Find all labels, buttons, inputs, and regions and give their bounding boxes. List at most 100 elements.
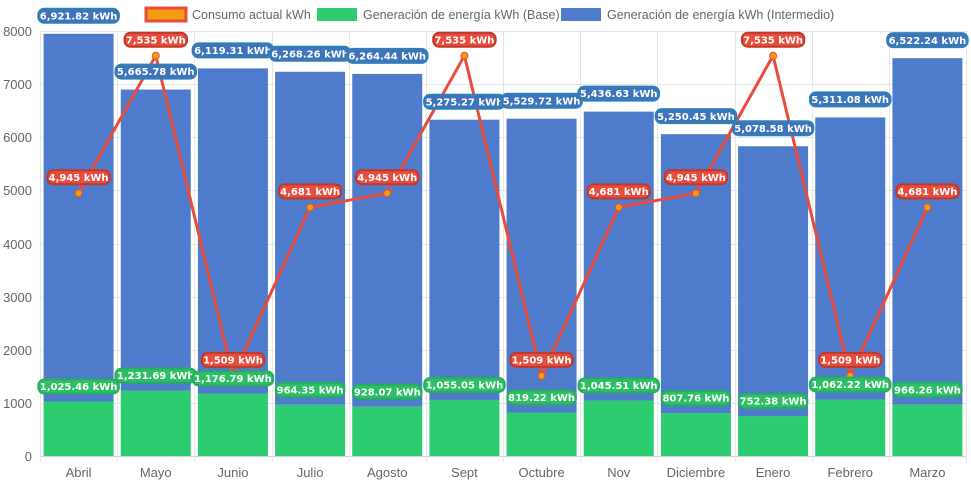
data-label-text: 5,665.78 kWh <box>117 67 195 78</box>
consumption-point[interactable] <box>74 189 83 198</box>
data-label: 1,045.51 kWh <box>577 377 661 394</box>
data-label-box <box>654 108 738 125</box>
legend-item[interactable]: Generación de energía kWh (Base) <box>317 8 560 22</box>
consumption-point[interactable] <box>923 203 932 212</box>
data-label: 1,509 kWh <box>200 351 266 368</box>
data-label-text: 966.26 kWh <box>894 385 961 396</box>
data-label-text: 1,025.46 kWh <box>40 382 118 393</box>
consumption-point[interactable] <box>151 51 160 60</box>
data-label-box <box>808 91 892 108</box>
data-label: 5,436.63 kWh <box>577 85 661 102</box>
data-label-box <box>352 383 423 400</box>
bar-base[interactable] <box>275 404 346 456</box>
bar-intermedio[interactable] <box>352 73 423 407</box>
legend-swatch <box>317 8 357 21</box>
data-label-box <box>345 47 429 64</box>
x-tick-label: Enero <box>756 465 791 480</box>
x-tick-label: Agosto <box>367 465 407 480</box>
bar-intermedio[interactable] <box>738 146 809 417</box>
data-label-box <box>355 169 420 186</box>
legend-item[interactable]: Consumo actual kWh <box>144 6 311 23</box>
data-label-text: 4,681 kWh <box>280 187 340 198</box>
bar-intermedio[interactable] <box>506 118 577 413</box>
data-label: 7,535 kWh <box>432 31 497 48</box>
data-label-text: 6,268.26 kWh <box>271 49 349 60</box>
data-label-box <box>423 376 506 393</box>
bar-base[interactable] <box>120 390 191 456</box>
x-tick-label: Octubre <box>518 465 564 480</box>
data-label-text: 1,176.79 kWh <box>194 374 272 385</box>
bar-intermedio[interactable] <box>120 89 191 391</box>
data-label-text: 7,535 kWh <box>126 35 186 46</box>
bar-base[interactable] <box>660 413 731 456</box>
data-label-text: 1,055.05 kWh <box>426 381 504 392</box>
bar-base[interactable] <box>352 406 423 456</box>
bar-intermedio[interactable] <box>197 68 268 394</box>
data-label: 1,176.79 kWh <box>191 370 275 387</box>
consumption-line <box>74 51 932 381</box>
data-label: 807.76 kWh <box>660 390 732 407</box>
bar-base[interactable] <box>506 412 577 456</box>
legend-swatch <box>561 8 601 21</box>
data-label-text: 819.22 kWh <box>508 393 575 404</box>
data-label-box <box>277 183 343 200</box>
y-tick-label: 5000 <box>3 183 32 198</box>
consumption-point[interactable] <box>769 51 778 60</box>
bar-intermedio[interactable] <box>429 119 500 400</box>
bar-base[interactable] <box>892 404 963 456</box>
bar-intermedio[interactable] <box>275 71 346 405</box>
consumption-point[interactable] <box>691 189 700 198</box>
data-label: 928.07 kWh <box>352 383 423 400</box>
x-tick-label: Febrero <box>827 465 873 480</box>
bar-base[interactable] <box>197 393 268 456</box>
data-label-box <box>577 377 661 394</box>
bar-intermedio[interactable] <box>583 111 654 401</box>
data-label-text: 1,509 kWh <box>820 355 880 366</box>
consumption-point[interactable] <box>614 203 623 212</box>
legend[interactable]: Consumo actual kWh Generación de energía … <box>144 6 834 23</box>
data-label-box <box>886 32 969 49</box>
bar-base[interactable] <box>429 399 500 456</box>
data-label-text: 752.38 kWh <box>740 397 807 408</box>
bar-base[interactable] <box>738 416 809 456</box>
legend-item[interactable]: Generación de energía kWh (Intermedio) <box>561 8 834 22</box>
data-label-text: 4,681 kWh <box>589 187 649 198</box>
legend-label: Consumo actual kWh <box>192 8 311 22</box>
data-label-text: 5,275.27 kWh <box>426 97 504 108</box>
data-label-box <box>37 7 120 24</box>
x-tick-label: Julio <box>297 465 324 480</box>
data-label-text: 6,921.82 kWh <box>40 11 118 22</box>
consumption-point[interactable] <box>383 189 392 198</box>
data-label: 6,268.26 kWh <box>268 45 352 62</box>
data-label-box <box>123 31 188 48</box>
data-label-box <box>46 169 111 186</box>
x-tick-label: Nov <box>607 465 631 480</box>
bar-intermedio[interactable] <box>892 58 963 405</box>
data-label: 5,275.27 kWh <box>423 93 506 110</box>
consumption-point[interactable] <box>460 51 469 60</box>
data-labels: 6,921.82 kWh 1,025.46 kWh 4,945 kWh 5,665.7… <box>37 7 969 410</box>
y-tick-label: 6000 <box>3 130 32 145</box>
consumption-point[interactable] <box>537 371 546 380</box>
data-label: 4,945 kWh <box>46 169 111 186</box>
data-label-text: 1,062.22 kWh <box>811 380 889 391</box>
data-label-text: 1,509 kWh <box>512 355 572 366</box>
x-tick-label: Marzo <box>909 465 945 480</box>
y-tick-label: 0 <box>25 449 32 464</box>
data-label-text: 5,436.63 kWh <box>580 89 658 100</box>
consumption-point[interactable] <box>306 203 315 212</box>
data-label: 966.26 kWh <box>892 381 963 398</box>
bar-base[interactable] <box>815 399 886 456</box>
legend-swatch <box>144 6 188 23</box>
data-label-box <box>808 376 892 393</box>
bar-base[interactable] <box>43 401 114 456</box>
data-label-box <box>818 351 883 368</box>
data-label: 4,681 kWh <box>586 183 651 200</box>
y-tick-label: 3000 <box>3 290 32 305</box>
grid-lines <box>40 31 967 462</box>
bar-base[interactable] <box>583 400 654 456</box>
bar-intermedio[interactable] <box>43 33 114 402</box>
data-label: 7,535 kWh <box>123 31 188 48</box>
data-label: 6,522.24 kWh <box>886 32 969 49</box>
